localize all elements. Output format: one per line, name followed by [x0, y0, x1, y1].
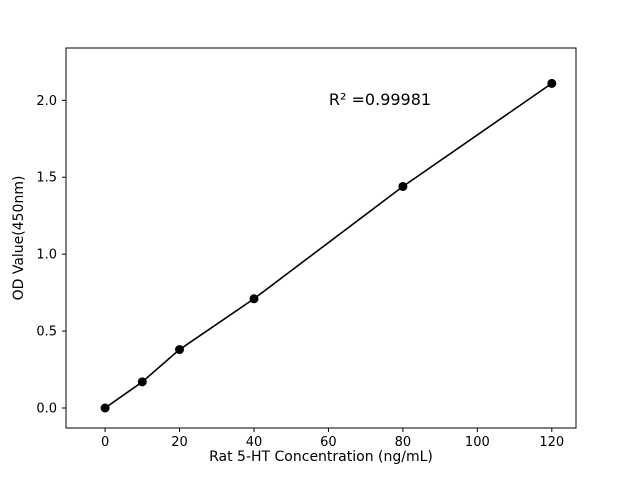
x-tick-label: 0	[101, 435, 109, 450]
x-tick-label: 20	[171, 435, 188, 450]
data-point	[100, 403, 110, 413]
data-point	[398, 181, 408, 191]
data-point	[249, 294, 259, 304]
x-tick-label: 100	[465, 435, 490, 450]
plot-layer: 0 20 40 60 80 100 120 0.0 0.5 1.0 1.5 2.0	[36, 47, 577, 450]
data-point	[547, 78, 557, 88]
data-point	[175, 345, 185, 355]
y-tick-label: 1.0	[36, 248, 57, 263]
standard-curve-line	[104, 82, 553, 409]
x-tick-label: 40	[246, 435, 263, 450]
y-axis-label: OD Value(450nm)	[11, 176, 27, 301]
x-tick-label: 120	[539, 435, 564, 450]
x-tick-label: 60	[320, 435, 337, 450]
x-axis-label: Rat 5-HT Concentration (ng/mL)	[209, 449, 433, 465]
y-tick-label: 0.5	[36, 325, 57, 340]
y-tick-label: 1.5	[36, 171, 57, 186]
data-point	[137, 377, 147, 387]
y-tick-label: 0.0	[36, 402, 57, 417]
x-tick-label: 80	[395, 435, 412, 450]
r-squared-annotation: R² =0.99981	[329, 90, 431, 109]
y-tick-label: 2.0	[36, 94, 57, 109]
axes-box	[65, 47, 577, 429]
